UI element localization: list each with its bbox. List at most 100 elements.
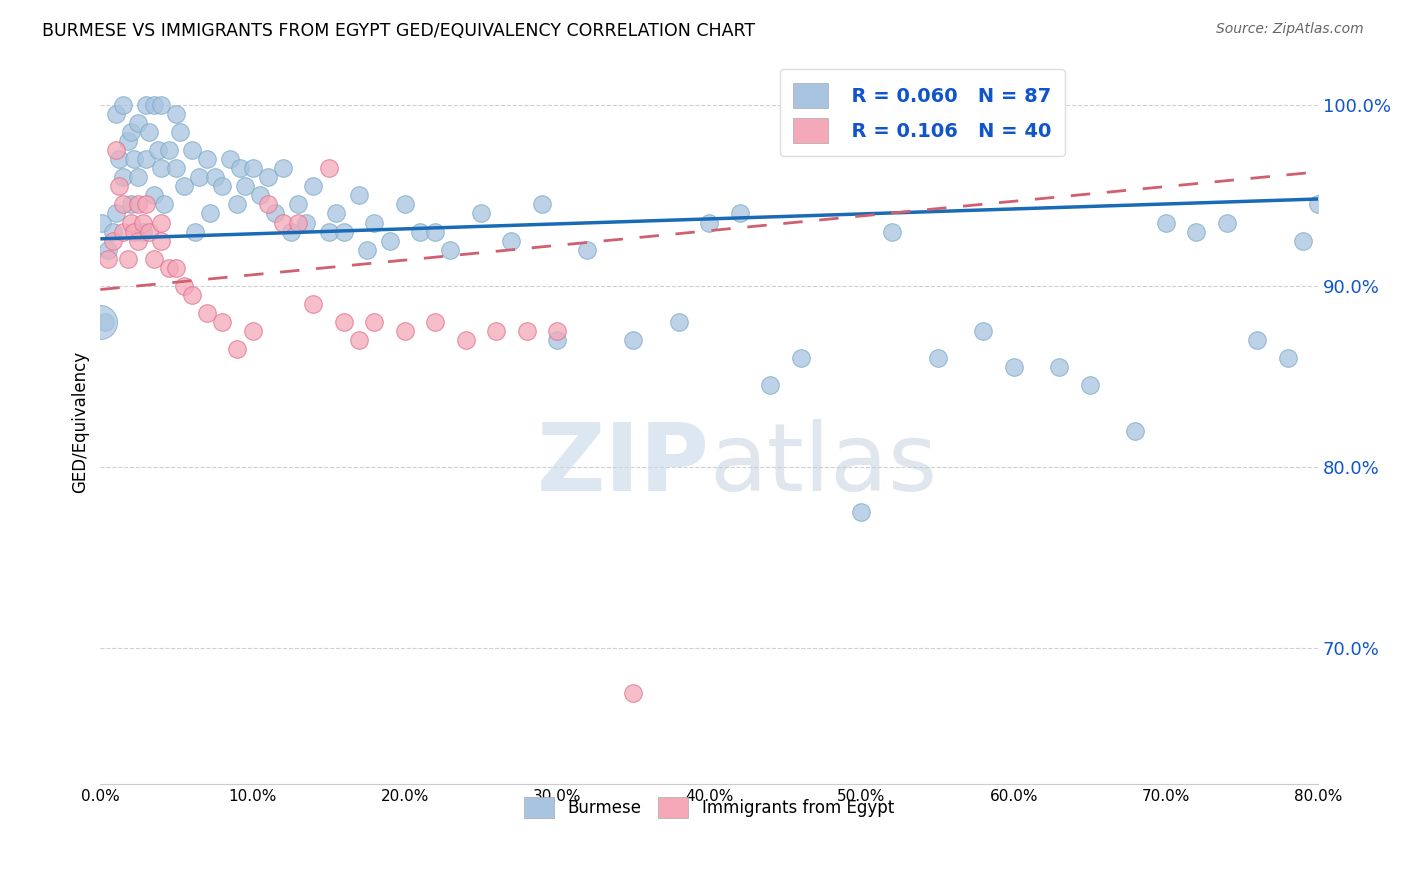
- Point: [112, 225, 135, 239]
- Point: [1154, 215, 1177, 229]
- Point: [127, 170, 149, 185]
- Point: [153, 197, 176, 211]
- Point: [90, 215, 112, 229]
- Point: [425, 315, 447, 329]
- Text: Source: ZipAtlas.com: Source: ZipAtlas.com: [1216, 22, 1364, 37]
- Point: [138, 225, 160, 239]
- Text: BURMESE VS IMMIGRANTS FROM EGYPT GED/EQUIVALENCY CORRELATION CHART: BURMESE VS IMMIGRANTS FROM EGYPT GED/EQU…: [42, 22, 755, 40]
- Point: [1185, 225, 1208, 239]
- Point: [135, 98, 157, 112]
- Point: [226, 343, 249, 357]
- Point: [394, 324, 416, 338]
- Point: [120, 215, 142, 229]
- Point: [127, 234, 149, 248]
- Point: [1125, 424, 1147, 438]
- Point: [107, 179, 129, 194]
- Point: [1047, 360, 1070, 375]
- Point: [516, 324, 538, 338]
- Point: [198, 206, 221, 220]
- Point: [295, 215, 318, 229]
- Point: [122, 225, 145, 239]
- Point: [104, 143, 127, 157]
- Point: [485, 324, 508, 338]
- Point: [218, 152, 240, 166]
- Point: [1246, 333, 1268, 347]
- Point: [173, 179, 195, 194]
- Point: [409, 225, 432, 239]
- Point: [180, 143, 202, 157]
- Point: [1078, 378, 1101, 392]
- Point: [325, 206, 347, 220]
- Point: [1216, 215, 1239, 229]
- Point: [188, 170, 211, 185]
- Point: [104, 206, 127, 220]
- Point: [972, 324, 994, 338]
- Point: [454, 333, 477, 347]
- Point: [249, 188, 271, 202]
- Point: [287, 215, 309, 229]
- Point: [1292, 234, 1315, 248]
- Point: [363, 215, 385, 229]
- Point: [150, 215, 173, 229]
- Point: [333, 225, 356, 239]
- Point: [97, 252, 120, 266]
- Point: [356, 243, 378, 257]
- Point: [142, 98, 165, 112]
- Point: [211, 315, 233, 329]
- Point: [851, 505, 873, 519]
- Point: [318, 161, 340, 176]
- Point: [347, 333, 370, 347]
- Point: [668, 315, 690, 329]
- Point: [157, 260, 180, 275]
- Point: [89, 315, 111, 329]
- Legend: Burmese, Immigrants from Egypt: Burmese, Immigrants from Egypt: [516, 789, 903, 826]
- Point: [229, 161, 252, 176]
- Text: ZIP: ZIP: [536, 419, 709, 511]
- Point: [530, 197, 553, 211]
- Point: [150, 234, 173, 248]
- Point: [150, 161, 173, 176]
- Point: [117, 252, 139, 266]
- Point: [97, 243, 120, 257]
- Point: [169, 125, 191, 139]
- Point: [280, 225, 302, 239]
- Point: [302, 297, 325, 311]
- Point: [576, 243, 599, 257]
- Point: [94, 315, 117, 329]
- Point: [1002, 360, 1025, 375]
- Point: [333, 315, 356, 329]
- Point: [180, 288, 202, 302]
- Point: [135, 152, 157, 166]
- Point: [211, 179, 233, 194]
- Point: [789, 351, 811, 366]
- Point: [142, 252, 165, 266]
- Point: [394, 197, 416, 211]
- Point: [120, 197, 142, 211]
- Point: [546, 333, 568, 347]
- Point: [166, 161, 188, 176]
- Point: [256, 170, 278, 185]
- Text: atlas: atlas: [709, 419, 938, 511]
- Point: [233, 179, 256, 194]
- Point: [132, 215, 155, 229]
- Point: [148, 143, 170, 157]
- Point: [166, 107, 188, 121]
- Point: [470, 206, 492, 220]
- Point: [363, 315, 385, 329]
- Point: [271, 161, 294, 176]
- Point: [101, 225, 124, 239]
- Point: [101, 234, 124, 248]
- Point: [501, 234, 523, 248]
- Point: [142, 188, 165, 202]
- Point: [104, 107, 127, 121]
- Point: [127, 197, 149, 211]
- Point: [256, 197, 278, 211]
- Point: [183, 225, 205, 239]
- Point: [120, 125, 142, 139]
- Point: [173, 279, 195, 293]
- Point: [1277, 351, 1299, 366]
- Point: [546, 324, 568, 338]
- Point: [728, 206, 751, 220]
- Point: [132, 225, 155, 239]
- Point: [112, 170, 135, 185]
